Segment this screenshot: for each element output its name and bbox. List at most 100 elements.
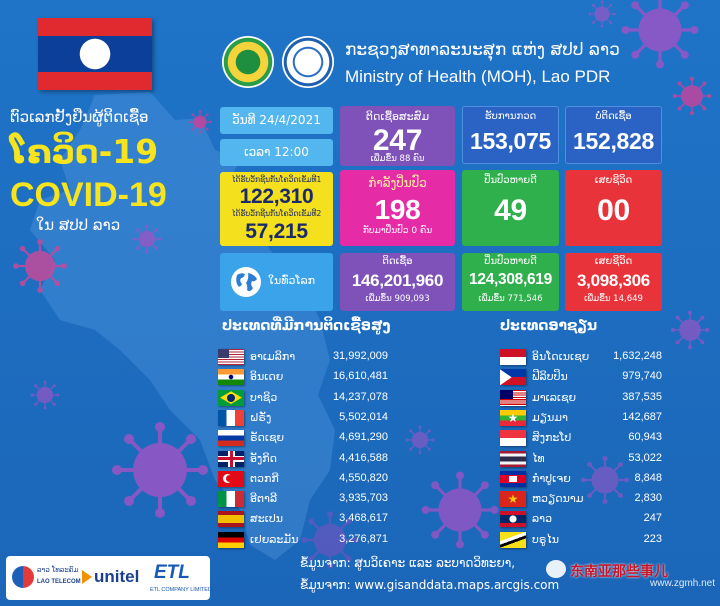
negative-value: 152,828 <box>572 128 655 154</box>
brazil-flag-icon <box>218 389 244 406</box>
page-title-english: Ministry of Health (MOH), Lao PDR <box>345 67 611 86</box>
lao-telecom-lao: ລາວ ໂທລະຄົມ <box>37 566 79 574</box>
country-cases: 53,022 <box>628 451 662 464</box>
country-name: ບຣູໄນ <box>532 532 560 546</box>
world-infected-value: 146,201,960 <box>351 271 444 290</box>
country-cases: 4,550,820 <box>339 471 388 484</box>
country-name: ອັງກິດ <box>250 451 278 465</box>
treating-label: ກຳລັງປິ່ນປົວ <box>368 176 427 190</box>
country-name: ສິງກະໂປ <box>532 431 572 445</box>
tested-value: 153,075 <box>469 128 552 154</box>
country-row: ຣັດເຊຍ 4,691,290 <box>216 428 388 448</box>
recovered-value: 49 <box>494 194 527 227</box>
vaccine-dose2-label: ໄດ້ຮັບວັກຊີນກັນໂຄວິດເຂັມທີ2 <box>231 209 322 218</box>
world-deaths-box: ເສຍຊີວິດ 3,098,306 ເພີ່ມຂຶ້ນ 14,649 <box>565 253 662 311</box>
country-row: ເຢຍລະມັນ 3,276,871 <box>216 530 388 550</box>
etl-name: ETL <box>154 562 190 583</box>
country-name: ຟີລິບປິນ <box>532 370 568 384</box>
lao-flag-icon <box>38 18 152 90</box>
country-cases: 1,632,248 <box>613 350 662 362</box>
world-box: ໃນທົ່ວໂລກ <box>220 253 333 311</box>
cambodia-flag-icon <box>500 470 526 487</box>
negative-box: ບໍ່ຕິດເຊື້ອ 152,828 <box>565 106 662 164</box>
country-row: ລາວ 247 <box>498 509 662 529</box>
world-label: ໃນທົ່ວໂລກ <box>268 274 316 287</box>
laos-flag-icon <box>500 511 526 528</box>
laos-map-shape <box>30 92 335 560</box>
malaysia-flag-icon <box>500 389 526 406</box>
treating-note: ກັບມາປິ່ນປົວ 0 ຄົນ <box>362 226 433 236</box>
country-name: ຕວກກີ <box>250 471 279 485</box>
cumulative-note: ເພີ່ມຂຶ້ນ 88 ຄົນ <box>370 154 425 164</box>
indonesia-flag-icon <box>500 349 526 365</box>
vietnam-flag-icon <box>500 491 526 508</box>
top-countries-title: ປະເທດທີ່ມີການຕິດເຊື້ອສູງ <box>222 318 391 334</box>
france-flag-icon <box>218 409 244 426</box>
country-cases: 247 <box>643 512 662 525</box>
moh-emblem-icon <box>222 36 274 88</box>
country-name: ອິນໂດເນເຊຍ <box>532 350 590 363</box>
country-row: ອິນໂດເນເຊຍ 1,632,248 <box>498 347 662 367</box>
world-infected-box: ຕິດເຊື້ອ 146,201,960 ເພີ່ມຂຶ້ນ 909,093 <box>340 253 455 311</box>
watermark-channel: 东南亚那些事儿 <box>570 563 668 579</box>
country-cases: 142,687 <box>622 410 662 423</box>
recovered-box: ປິ່ນປົວຫາຍດີ 49 <box>462 170 559 246</box>
world-recovered-value: 124,308,619 <box>469 271 552 288</box>
negative-label: ບໍ່ຕິດເຊື້ອ <box>595 111 632 122</box>
singapore-flag-icon <box>500 430 526 447</box>
country-row: ສະເປນ 3,468,617 <box>216 509 388 529</box>
country-cases: 8,848 <box>634 471 662 484</box>
country-name: ຫວຽດນາມ <box>532 492 584 506</box>
health-logo-icon <box>282 36 334 88</box>
cumulative-label: ຕິດເຊື້ອສະສົມ <box>365 110 430 123</box>
country-name: ກຳປູເຈຍ <box>532 471 571 485</box>
country-row: ກຳປູເຈຍ 8,848 <box>498 469 662 489</box>
brunei-flag-icon <box>500 531 526 548</box>
treating-box: ກຳລັງປິ່ນປົວ 198 ກັບມາປິ່ນປົວ 0 ຄົນ <box>340 170 455 246</box>
report-time-box: ເວລາ 12:00 <box>220 139 333 166</box>
tested-box: ຮັບການກວດ 153,075 <box>462 106 559 164</box>
country-row: ຟີລິບປິນ 979,740 <box>498 367 662 387</box>
country-row: ອາເມລິກາ 31,992,009 <box>216 347 388 367</box>
country-name: ສະເປນ <box>250 512 283 526</box>
globe-icon <box>231 267 261 297</box>
intro-headline: ຕົວເລກຢັ້ງຢືນຜູ້ຕິດເຊື້ອ <box>10 108 149 126</box>
report-time: ເວລາ 12:00 <box>244 145 309 159</box>
country-name: ຣັດເຊຍ <box>250 431 285 445</box>
cumulative-cases-box: ຕິດເຊື້ອສະສົມ 247 ເພີ່ມຂຶ້ນ 88 ຄົນ <box>340 106 455 166</box>
source-line-1: ຂໍ້ມູນຈາກ: ສູນວິເຄາະ ແລະ ລະບາດວິທະຍາ, <box>300 556 516 570</box>
country-name: ໄທ <box>532 451 545 465</box>
thailand-flag-icon <box>500 450 526 467</box>
country-cases: 3,276,871 <box>339 532 388 545</box>
country-name: ຝຣັ່ງ <box>250 410 272 424</box>
country-name: ມຽນມາ <box>532 410 568 424</box>
unitel-logo-icon <box>82 570 92 584</box>
country-row: ອິນເດຍ 16,610,481 <box>216 367 388 387</box>
covid-title-lao: ໂຄວິດ-19 <box>10 132 159 171</box>
country-name: ອາເມລິກາ <box>250 350 296 363</box>
italy-flag-icon <box>218 491 244 508</box>
country-row: ບຣູໄນ 223 <box>498 530 662 550</box>
intro-location: ໃນ ສປປ ລາວ <box>36 216 121 234</box>
russia-flag-icon <box>218 430 244 447</box>
country-cases: 5,502,014 <box>339 410 388 423</box>
myanmar-flag-icon <box>500 409 526 426</box>
recovered-label: ປິ່ນປົວຫາຍດີ <box>484 175 537 186</box>
cumulative-value: 247 <box>372 124 423 157</box>
india-flag-icon <box>218 369 244 386</box>
philippines-flag-icon <box>500 369 526 386</box>
page-title-lao: ກະຊວງສາທາລະນະສຸກ ແຫ່ງ ສປປ ລາວ <box>345 40 620 60</box>
country-cases: 4,416,588 <box>339 451 388 464</box>
country-cases: 31,992,009 <box>332 350 388 362</box>
world-infected-label: ຕິດເຊື້ອ <box>382 256 413 267</box>
top-countries-list: ອາເມລິກາ 31,992,009 ອິນເດຍ 16,610,481 ບາຊິວ 1… <box>216 347 388 552</box>
country-row: ຫວຽດນາມ 2,830 <box>498 489 662 509</box>
world-deaths-label: ເສຍຊີວິດ <box>594 256 633 267</box>
country-row: ຕວກກີ 4,550,820 <box>216 469 388 489</box>
lao-telecom-name: LAO TELECOM <box>37 579 81 585</box>
vaccine-box: ໄດ້ຮັບວັກຊີນກັນໂຄວິດເຂັມທີ1 122,310 ໄດ້ຮ… <box>220 172 333 246</box>
world-recovered-box: ປິ່ນປົວຫາຍດີ 124,308,619 ເພີ່ມຂຶ້ນ 771,5… <box>462 253 559 311</box>
country-cases: 4,691,290 <box>339 431 388 444</box>
country-row: ບາຊິວ 14,237,078 <box>216 388 388 408</box>
